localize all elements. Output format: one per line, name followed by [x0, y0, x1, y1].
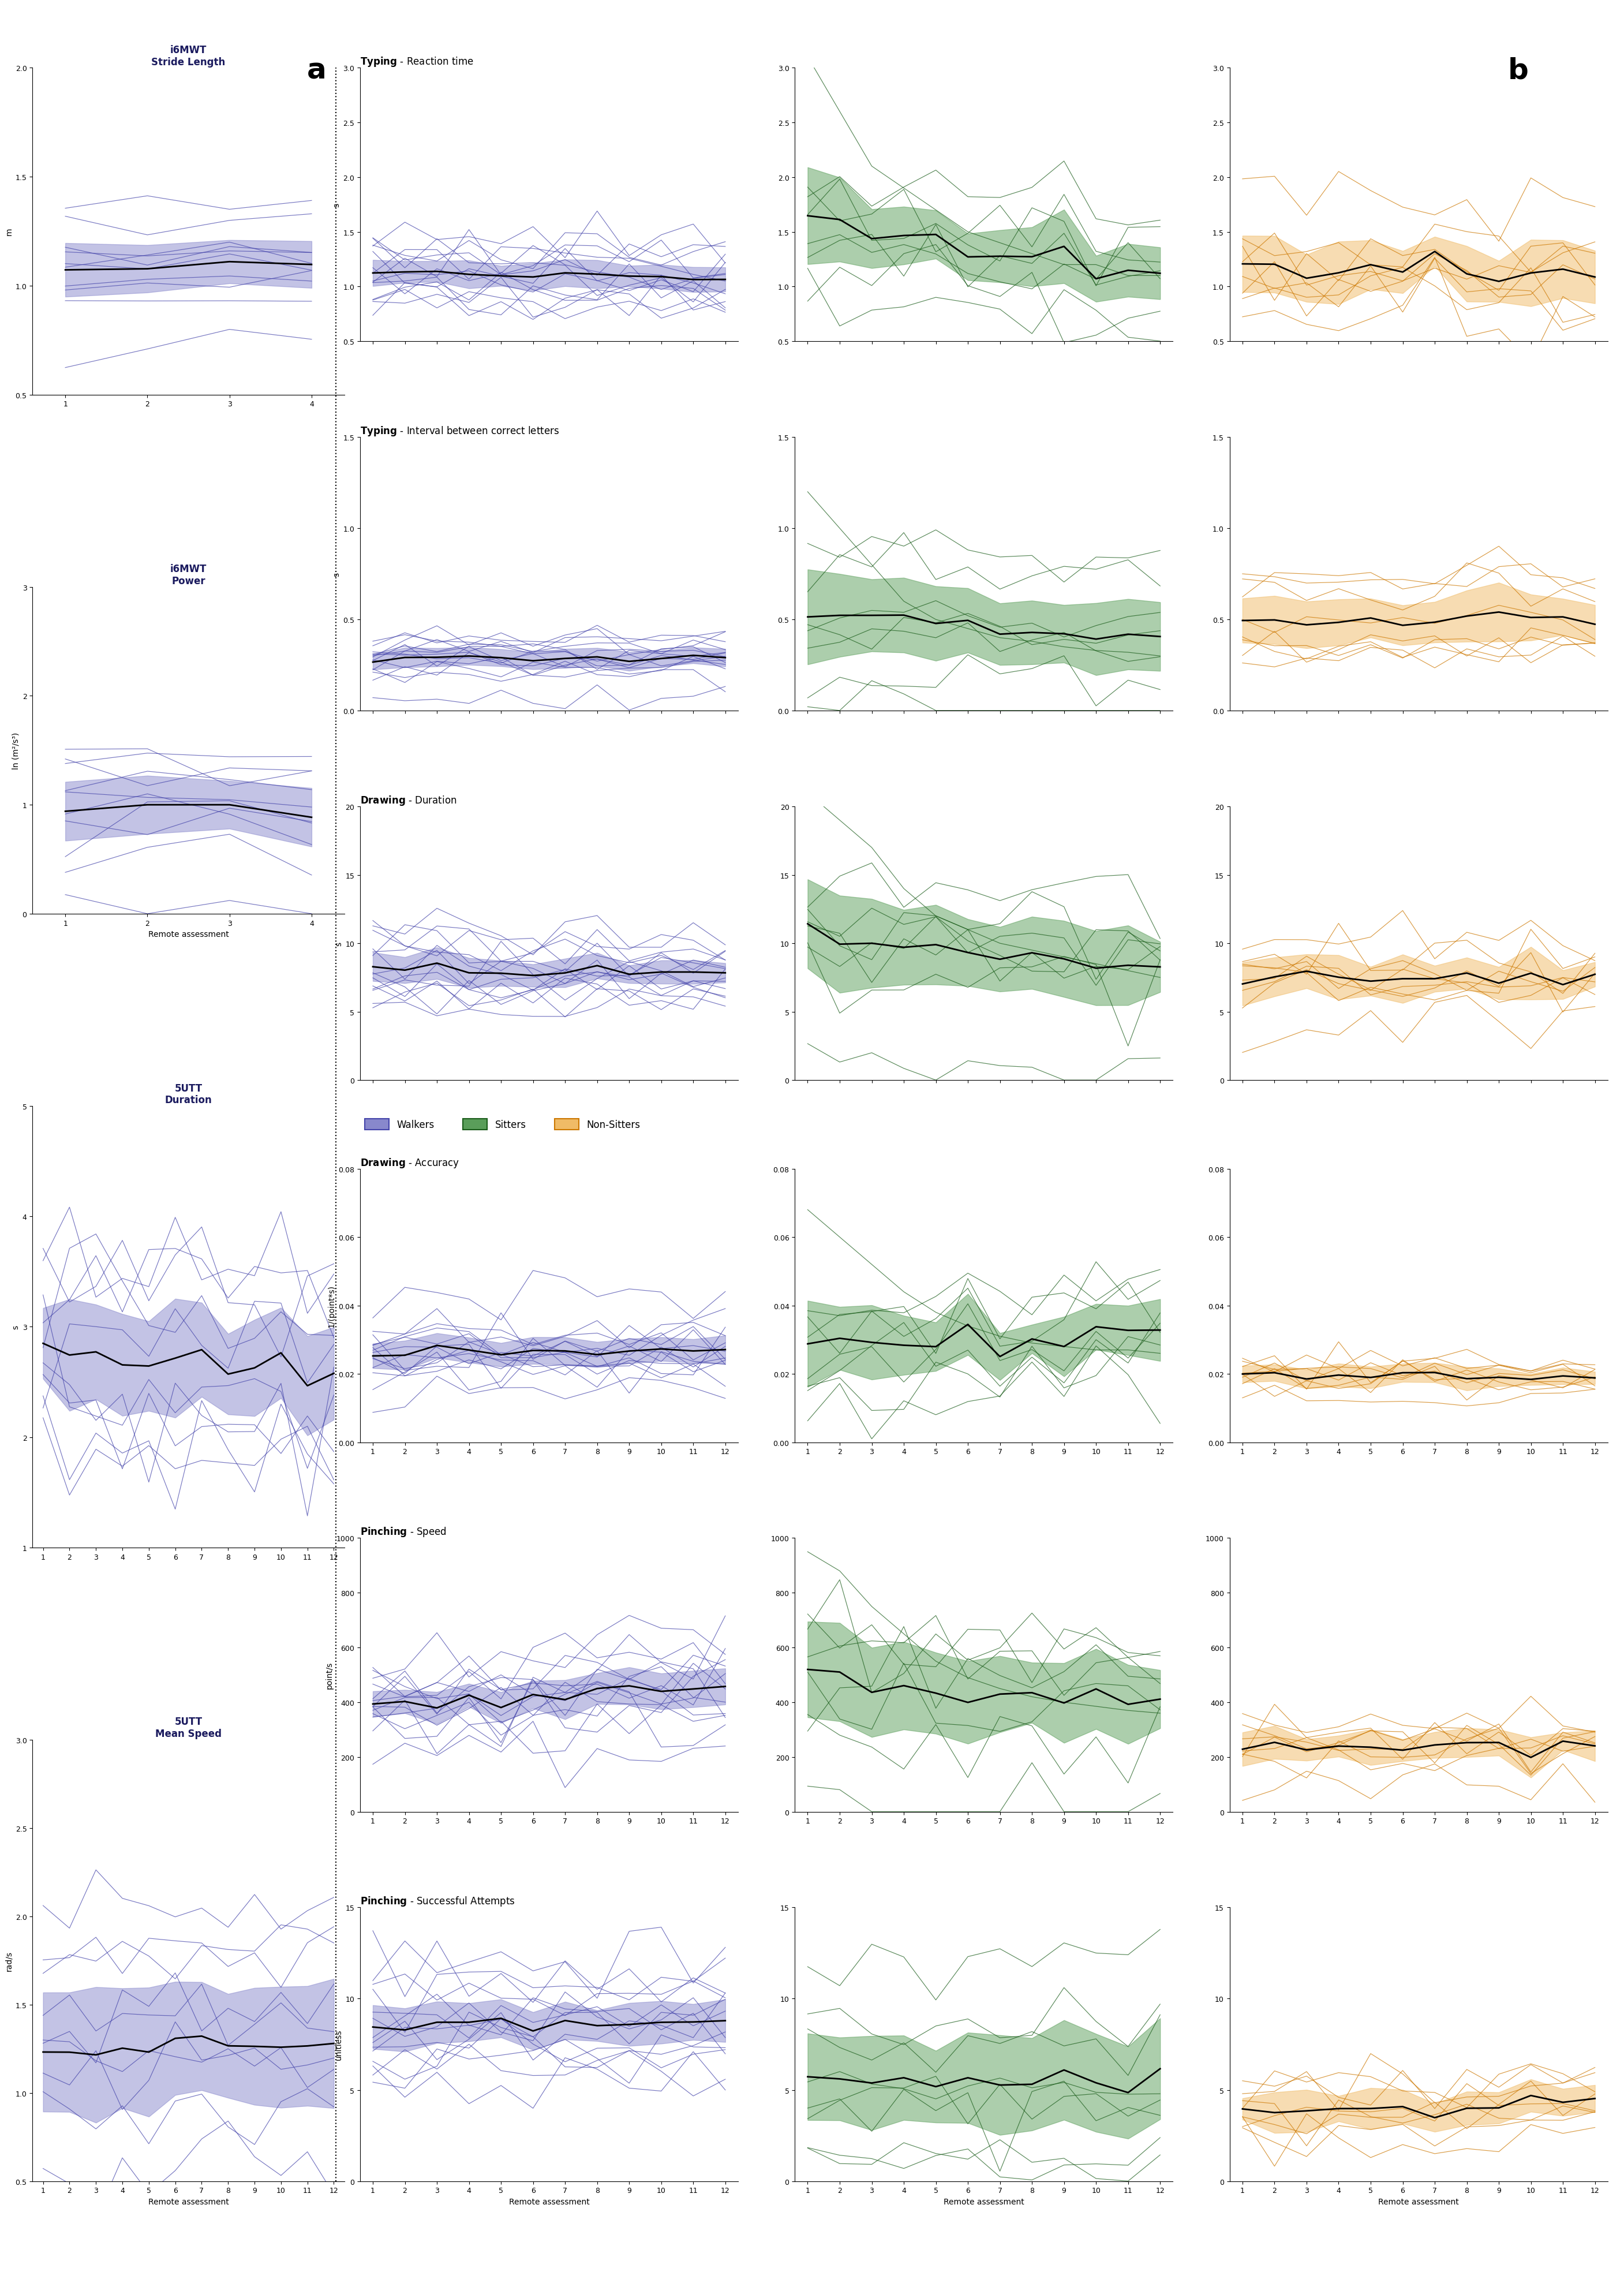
Text: $\bf{Typing}$ - Interval between correct letters: $\bf{Typing}$ - Interval between correct… — [361, 425, 559, 438]
Y-axis label: ln (m²/s³): ln (m²/s³) — [11, 732, 19, 770]
Y-axis label: s: s — [335, 941, 343, 945]
Text: b: b — [1509, 57, 1528, 84]
Y-axis label: point/s: point/s — [325, 1661, 333, 1688]
X-axis label: Remote assessment: Remote assessment — [1379, 2197, 1458, 2206]
Title: i6MWT
Stride Length: i6MWT Stride Length — [151, 45, 226, 68]
Title: i6MWT
Power: i6MWT Power — [171, 563, 206, 586]
Legend: Walkers, Sitters, Non-Sitters: Walkers, Sitters, Non-Sitters — [365, 1120, 640, 1129]
Text: $\bf{Drawing}$ - Accuracy: $\bf{Drawing}$ - Accuracy — [361, 1156, 460, 1168]
Y-axis label: s: s — [333, 573, 341, 577]
Text: $\bf{Drawing}$ - Duration: $\bf{Drawing}$ - Duration — [361, 795, 456, 807]
X-axis label: Remote assessment: Remote assessment — [508, 2197, 590, 2206]
X-axis label: Remote assessment: Remote assessment — [148, 932, 229, 938]
Text: $\bf{Typing}$ - Reaction time: $\bf{Typing}$ - Reaction time — [361, 55, 474, 68]
Y-axis label: m: m — [5, 227, 13, 236]
Y-axis label: 1/(point*s): 1/(point*s) — [328, 1284, 336, 1327]
X-axis label: Remote assessment: Remote assessment — [944, 2197, 1025, 2206]
X-axis label: Remote assessment: Remote assessment — [148, 2197, 229, 2206]
Y-axis label: s: s — [333, 202, 341, 207]
Text: $\bf{Pinching}$ - Successful Attempts: $\bf{Pinching}$ - Successful Attempts — [361, 1895, 515, 1908]
Text: $\bf{Pinching}$ - Speed: $\bf{Pinching}$ - Speed — [361, 1525, 447, 1538]
Text: a: a — [307, 57, 326, 84]
Y-axis label: rad/s: rad/s — [5, 1949, 13, 1970]
Y-axis label: s: s — [11, 1325, 19, 1329]
Title: 5UTT
Duration: 5UTT Duration — [166, 1084, 213, 1106]
Title: 5UTT
Mean Speed: 5UTT Mean Speed — [156, 1715, 221, 1738]
Y-axis label: unitless: unitless — [335, 2029, 343, 2061]
